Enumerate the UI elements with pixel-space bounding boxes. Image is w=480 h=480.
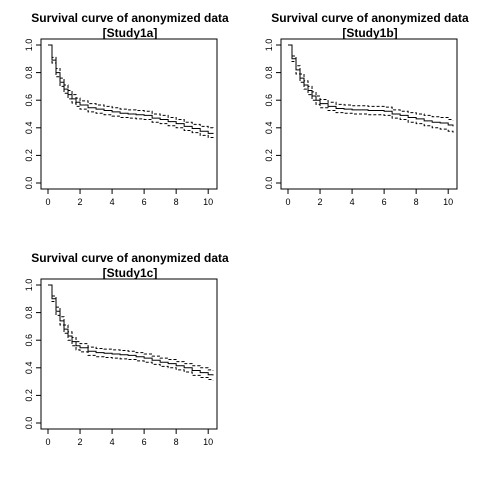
chart-subtitle: [Study1b]: [342, 26, 397, 40]
x-tick-label: 4: [110, 197, 115, 207]
y-tick-label: 0.6: [24, 334, 34, 347]
x-tick-label: 10: [203, 197, 213, 207]
x-tick-label: 10: [203, 437, 213, 447]
y-tick-label: 0.2: [24, 149, 34, 162]
x-tick-label: 0: [285, 197, 290, 207]
x-tick-label: 4: [350, 197, 355, 207]
chart-subtitle: [Study1a]: [103, 26, 158, 40]
y-tick-label: 0.0: [264, 177, 274, 190]
plot-frame: [40, 278, 218, 430]
series-line-lower: [48, 284, 214, 381]
y-tick-label: 0.8: [24, 306, 34, 319]
x-tick-label: 6: [142, 197, 147, 207]
panel-study1b: Survival curve of anonymized data [Study…: [264, 11, 469, 207]
x-tick-label: 6: [382, 197, 387, 207]
series-line-lower: [48, 44, 214, 139]
y-tick-label: 0.8: [264, 66, 274, 79]
y-tick-label: 1.0: [24, 39, 34, 52]
y-tick-label: 0.4: [24, 122, 34, 135]
x-tick-label: 8: [174, 197, 179, 207]
y-tick-label: 0.2: [264, 149, 274, 162]
y-tick-label: 0.6: [24, 94, 34, 107]
x-tick-label: 8: [174, 437, 179, 447]
x-tick-label: 4: [110, 437, 115, 447]
y-tick-label: 0.6: [264, 94, 274, 107]
chart-title: Survival curve of anonymized data: [31, 11, 229, 25]
y-tick-label: 0.4: [264, 122, 274, 135]
x-tick-label: 0: [45, 197, 50, 207]
panel-study1c: Survival curve of anonymized data [Study…: [24, 251, 229, 447]
x-tick-label: 6: [142, 437, 147, 447]
series-line-upper: [48, 284, 214, 371]
x-tick-label: 0: [45, 437, 50, 447]
panel-study1a: Survival curve of anonymized data [Study…: [24, 11, 229, 207]
series-line-upper: [48, 44, 214, 129]
series-line-estimate: [48, 284, 214, 376]
x-tick-label: 10: [443, 197, 453, 207]
plot-area: 0 2 4 6 8 10 0.0 0.2 0.4 0.6 0.8 1.0: [264, 38, 458, 207]
chart-title: Survival curve of anonymized data: [31, 251, 229, 265]
series-line-lower: [288, 44, 454, 133]
chart-subtitle: [Study1c]: [103, 266, 158, 280]
y-tick-label: 1.0: [24, 279, 34, 292]
series-line-estimate: [48, 44, 214, 135]
plot-area: 0 2 4 6 8 10 0.0 0.2 0.4 0.6 0.8 1.0: [24, 278, 218, 447]
y-tick-label: 0.2: [24, 389, 34, 402]
x-tick-label: 2: [78, 437, 83, 447]
series-line-upper: [288, 44, 454, 121]
x-tick-label: 2: [78, 197, 83, 207]
plot-frame: [280, 38, 458, 190]
x-tick-label: 2: [318, 197, 323, 207]
y-tick-label: 0.4: [24, 362, 34, 375]
y-tick-label: 0.0: [24, 177, 34, 190]
plot-area: 0 2 4 6 8 10 0.0 0.2 0.4 0.6 0.8 1.0: [24, 38, 218, 207]
y-tick-label: 1.0: [264, 39, 274, 52]
y-tick-label: 0.0: [24, 417, 34, 430]
plot-frame: [40, 38, 218, 190]
x-tick-label: 8: [414, 197, 419, 207]
chart-title: Survival curve of anonymized data: [271, 11, 469, 25]
y-tick-label: 0.8: [24, 66, 34, 79]
